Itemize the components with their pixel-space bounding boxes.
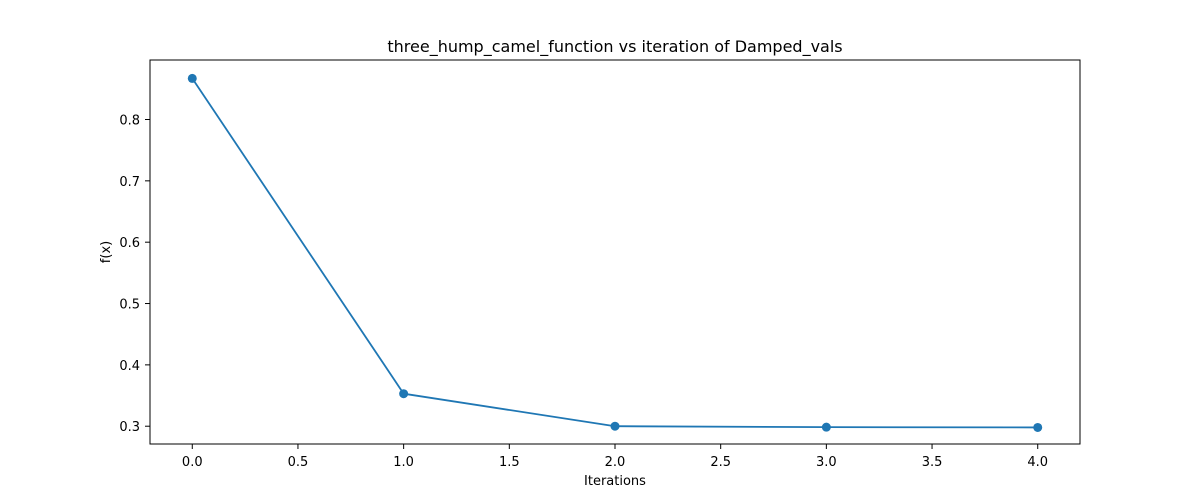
x-tick-label: 0.5 [288,455,309,470]
y-tick-label: 0.4 [119,359,140,374]
data-point [399,389,409,399]
data-point [187,73,197,83]
data-point [610,421,620,431]
chart-title: three_hump_camel_function vs iteration o… [387,37,842,57]
data-point [821,422,831,432]
x-tick-label: 2.0 [605,455,626,470]
x-axis-label: Iterations [584,474,646,489]
x-tick-label: 4.0 [1027,455,1048,470]
x-tick-label: 1.5 [499,455,520,470]
y-axis-label: f(x) [99,241,114,263]
plot-area: 0.0 0.5 1.0 1.5 2.0 2.5 3.0 3.5 4.0 0.3 0.4 0.5 0.6… [119,59,1081,470]
y-tick-label: 0.3 [119,420,140,435]
x-tick-label: 3.0 [816,455,837,470]
x-tick-label: 2.5 [710,455,731,470]
x-tick-label: 0.0 [182,455,203,470]
y-tick-label: 0.6 [119,236,140,251]
x-tick-label: 3.5 [922,455,943,470]
y-tick-label: 0.5 [119,298,140,313]
data-point [1033,422,1043,432]
x-tick-label: 1.0 [393,455,414,470]
series-layer [187,73,1043,432]
y-tick-label: 0.7 [119,175,140,190]
y-axis: 0.3 0.4 0.5 0.6 0.7 0.8 [119,114,150,435]
y-tick-label: 0.8 [119,114,140,129]
x-axis: 0.0 0.5 1.0 1.5 2.0 2.5 3.0 3.5 4.0 [182,444,1048,470]
